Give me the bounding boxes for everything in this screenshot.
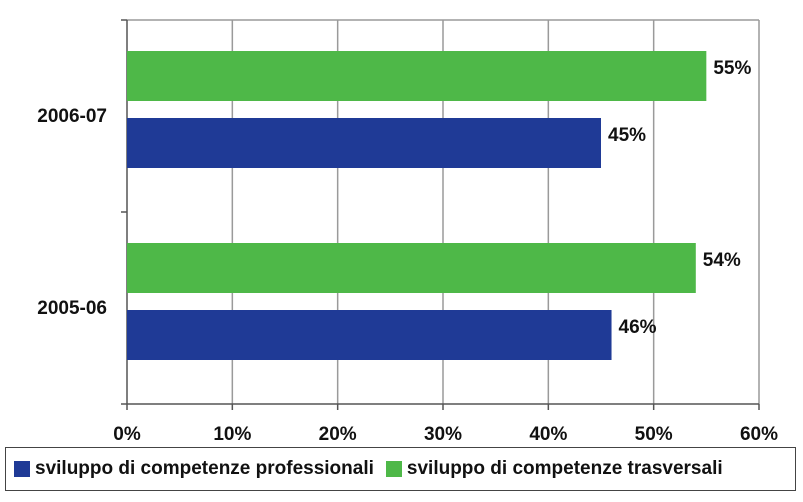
data-label-2006-07-series-1: 45% <box>608 125 646 146</box>
legend-label-trasversali: sviluppo di competenze trasversali <box>406 458 723 479</box>
legend-item-professionali: sviluppo di competenze professionali <box>14 458 374 480</box>
category-label-2005-06: 2005-06 <box>37 298 107 319</box>
bar-2006-07-series-0 <box>127 51 707 101</box>
bar-2005-06-series-1 <box>127 310 612 360</box>
legend-item-trasversali: sviluppo di competenze trasversali <box>385 458 723 480</box>
legend-swatch-professionali <box>14 461 30 477</box>
bars <box>127 51 707 360</box>
bar-chart: 0% 10% 20% 30% 40% 50% 60% 2006-07 2005-06 55% 4… <box>37 19 778 445</box>
x-tick-label-30: 30% <box>424 424 462 445</box>
bar-2006-07-series-1 <box>127 118 601 168</box>
data-label-2005-06-series-1: 46% <box>619 317 657 338</box>
bar-2005-06-series-0 <box>127 243 696 293</box>
data-label-2005-06-series-0: 54% <box>703 250 741 271</box>
x-tick-labels: 0% 10% 20% 30% 40% 50% 60% <box>113 424 778 445</box>
legend-swatch-trasversali <box>385 461 402 477</box>
legend-label-professionali: sviluppo di competenze professionali <box>35 458 374 479</box>
x-tick-label-50: 50% <box>635 424 673 445</box>
x-tick-label-40: 40% <box>529 424 567 445</box>
category-labels: 2006-07 2005-06 <box>37 106 107 319</box>
x-tick-label-20: 20% <box>319 424 357 445</box>
x-tick-label-10: 10% <box>213 424 251 445</box>
x-tick-label-0: 0% <box>113 424 141 445</box>
x-tick-label-60: 60% <box>740 424 778 445</box>
category-label-2006-07: 2006-07 <box>37 106 107 127</box>
data-labels: 55% 45% 54% 46% <box>608 58 751 338</box>
legend: sviluppo di competenze professionali svi… <box>5 447 796 491</box>
data-label-2006-07-series-0: 55% <box>713 58 751 79</box>
